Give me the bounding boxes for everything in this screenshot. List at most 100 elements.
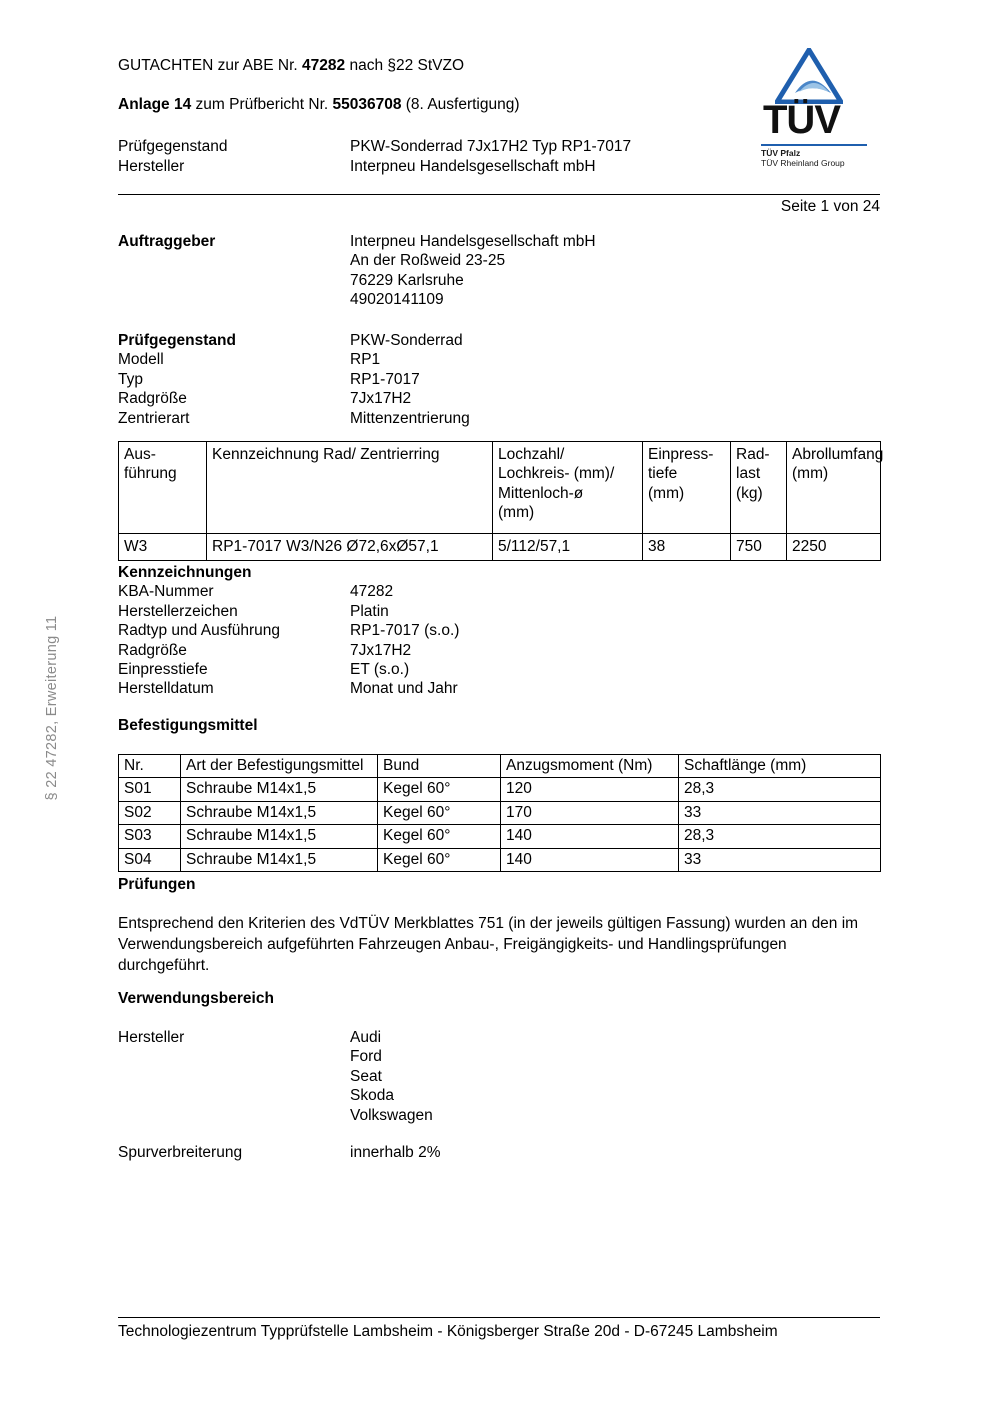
befestigungsmittel-heading: Befestigungsmittel [118,717,258,734]
fast-td-0-4: 28,3 [678,777,881,802]
annex-suffix: (8. Ausfertigung) [401,96,520,113]
page-indicator: Seite 1 von 24 [780,198,880,215]
logo-divider [761,144,867,146]
table-row: S02 Schraube M14x1,5 Kegel 60° 170 33 [118,800,881,826]
pruefgegenstand-value-1: RP1 [350,351,381,369]
wheel-th-1: Kennzeichnung Rad/ Zentrierring [206,441,493,534]
fast-td-2-3: 140 [500,824,679,849]
kennzeichnungen-label-2: Radtyp und Ausführung [118,622,281,640]
wheel-specification-table: Aus- führung Kennzeichnung Rad/ Zentrier… [118,441,883,562]
auftraggeber-row-1: An der Roßweid 23-25 [118,251,596,270]
logo-subtitle-pfalz: TÜV Pfalz [761,148,801,158]
fast-th-1: Art der Befestigungsmittel [180,753,378,779]
tuv-wordmark: TÜV [763,98,841,142]
footer-divider [118,1317,880,1318]
tuv-logo: TÜV TÜV Pfalz TÜV Rheinland Group [757,48,883,170]
auftraggeber-line-2: 76229 Karlsruhe [350,271,464,289]
footer-text: Technologiezentrum Typprüfstelle Lambshe… [118,1323,778,1340]
fast-td-3-0: S04 [118,847,181,873]
pruefgegenstand-label-4: Zentrierart [118,409,190,427]
annex-label: Anlage 14 [118,96,192,113]
verwend-row-1: Ford [118,1047,433,1066]
wheel-th-5: Abrollumfang (mm) [786,441,883,534]
header-hersteller-row: Hersteller Interpneu Handelsgesellschaft … [118,157,658,177]
wheel-td-0-1: RP1-7017 W3/N26 Ø72,6xØ57,1 [206,532,493,562]
fast-th-4: Schaftlänge (mm) [678,753,881,779]
kennzeichnungen-row-5: Herstelldatum Monat und Jahr [118,679,459,698]
wheel-th-4: Rad- last (kg) [730,441,787,534]
kennzeichnungen-value-0: 47282 [350,583,394,601]
wheel-th-2: Lochzahl/ Lochkreis- (mm)/ Mittenloch-ø … [492,441,643,534]
verwend-brand-1: Ford [350,1048,382,1066]
kennzeichnungen-row-4: Einpresstiefe ET (s.o.) [118,660,459,679]
wheel-td-0-3: 38 [642,532,731,562]
wheel-td-0-2: 5/112/57,1 [492,532,643,562]
kennzeichnungen-row-1: Herstellerzeichen Platin [118,602,459,621]
auftraggeber-line-0: Interpneu Handelsgesellschaft mbH [350,233,596,250]
kennzeichnungen-block: Kennzeichnungen KBA-Nummer 47282 Herstell… [118,563,459,699]
header-divider [118,194,880,195]
kennzeichnungen-value-4: ET (s.o.) [350,661,410,679]
verwend-row-3: Skoda [118,1086,433,1105]
auftraggeber-row-2: 76229 Karlsruhe [118,271,596,290]
verwendungsbereich-heading: Verwendungsbereich [118,990,274,1007]
verwend-row-2: Seat [118,1067,433,1086]
header-pruefgegenstand-label: Prüfgegenstand [118,138,228,155]
auftraggeber-block: Auftraggeber Interpneu Handelsgesellschaf… [118,232,596,310]
kennzeichnungen-value-3: 7Jx17H2 [350,641,412,659]
fast-td-2-1: Schraube M14x1,5 [180,824,378,849]
verwend-row-0: Hersteller Audi [118,1028,433,1047]
fast-td-0-1: Schraube M14x1,5 [180,777,378,802]
auftraggeber-line-3: 49020141109 [350,291,444,309]
kennzeichnungen-label-5: Herstelldatum [118,680,214,698]
wheel-td-0-4: 750 [730,532,787,562]
fast-td-0-0: S01 [118,777,181,802]
pruefgegenstand-value-2: RP1-7017 [350,370,420,388]
fast-td-1-4: 33 [678,800,881,826]
fast-th-0: Nr. [118,753,181,779]
kennzeichnungen-heading: Kennzeichnungen [118,564,252,581]
logo-subtitle-rheinland: TÜV Rheinland Group [761,158,845,168]
pruefgegenstand-row-0: Prüfgegenstand PKW-Sonderrad [118,331,470,350]
auftraggeber-line-1: An der Roßweid 23-25 [350,252,506,270]
spurverbreiterung-value: innerhalb 2% [350,1144,441,1161]
fast-th-3: Anzugsmoment (Nm) [500,753,679,779]
fast-td-3-3: 140 [500,847,679,873]
table-row: W3 RP1-7017 W3/N26 Ø72,6xØ57,1 5/112/57,… [118,532,881,562]
table-row: S03 Schraube M14x1,5 Kegel 60° 140 28,3 [118,824,881,849]
table-row: S04 Schraube M14x1,5 Kegel 60° 140 33 [118,847,881,873]
fast-td-0-2: Kegel 60° [377,777,501,802]
pruefgegenstand-row-1: Modell RP1 [118,350,470,369]
verwend-brand-3: Skoda [350,1087,394,1105]
abe-number: 47282 [302,57,346,74]
wheel-td-0-5: 2250 [786,532,881,562]
fast-td-1-0: S02 [118,800,181,826]
kennzeichnungen-row-3: Radgröße 7Jx17H2 [118,641,459,660]
kennzeichnungen-label-0: KBA-Nummer [118,583,214,601]
side-margin-stamp: § 22 47282, Erweiterung 11 [44,615,60,801]
table-header-row: Aus- führung Kennzeichnung Rad/ Zentrier… [118,441,883,534]
fastener-table: Nr. Art der Befestigungsmittel Bund Anzu… [118,753,881,873]
spurverbreiterung-block: Spurverbreiterung innerhalb 2% [118,1143,440,1162]
verwend-row-4: Volkswagen [118,1106,433,1125]
verwendungsbereich-hersteller-block: Hersteller Audi Ford Seat Skoda Volkswage… [118,1028,433,1125]
pruefgegenstand-block: Prüfgegenstand PKW-Sonderrad Modell RP1 Ty… [118,331,470,428]
wheel-th-0: Aus- führung [118,441,207,534]
fast-td-0-3: 120 [500,777,679,802]
pruefgegenstand-row-3: Radgröße 7Jx17H2 [118,389,470,408]
title-prefix: GUTACHTEN zur ABE Nr. [118,57,303,74]
fast-td-3-2: Kegel 60° [377,847,501,873]
pruefungen-heading: Prüfungen [118,876,196,893]
header-hersteller-label: Hersteller [118,157,185,175]
kennzeichnungen-value-2: RP1-7017 (s.o.) [350,622,460,640]
fast-td-3-1: Schraube M14x1,5 [180,847,378,873]
header-hersteller-value: Interpneu Handelsgesellschaft mbH [350,157,596,175]
table-row: S01 Schraube M14x1,5 Kegel 60° 120 28,3 [118,777,881,802]
fast-td-1-3: 170 [500,800,679,826]
annex-mid: zum Prüfbericht Nr. [191,96,333,113]
wheel-th-3: Einpress- tiefe (mm) [642,441,731,534]
fast-td-1-2: Kegel 60° [377,800,501,826]
header-pruefgegenstand-row: Prüfgegenstand PKW-Sonderrad 7Jx17H2 Typ … [118,137,658,157]
kennzeichnungen-row-0: KBA-Nummer 47282 [118,582,459,601]
